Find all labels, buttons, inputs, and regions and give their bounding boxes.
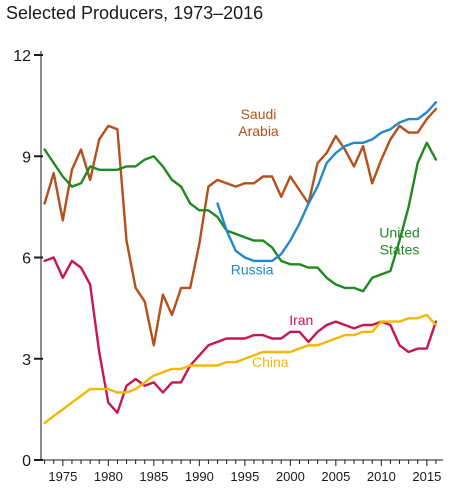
series-label-line: United	[379, 224, 419, 240]
series-label-china: China	[252, 354, 289, 370]
series-line-russia	[216, 101, 438, 263]
series-line-saudi	[43, 107, 438, 347]
series-label-us: United States	[379, 224, 419, 257]
series-label-line: States	[380, 241, 420, 257]
series-label-line: Russia	[231, 261, 274, 277]
series-line-iran	[43, 256, 438, 414]
chart-title: Selected Producers, 1973–2016	[6, 3, 264, 23]
x-tick-label: 1990	[185, 469, 214, 484]
series-label-saudi: Saudi Arabia	[238, 106, 279, 139]
series-label-line: Arabia	[238, 123, 279, 139]
y-tick-label: 12	[13, 48, 31, 65]
x-tick-label: 2015	[412, 469, 441, 484]
y-tick-label: 3	[22, 352, 31, 369]
x-tick-label: 2005	[321, 469, 350, 484]
x-tick-label: 2010	[367, 469, 396, 484]
x-tick-label: 1975	[48, 469, 77, 484]
y-tick-label: 0	[22, 453, 31, 470]
series-line-china	[43, 313, 438, 425]
x-tick-label: 2000	[276, 469, 305, 484]
y-tick-label: 6	[22, 251, 31, 268]
y-tick-label: 9	[22, 149, 31, 166]
series-label-line: China	[252, 354, 289, 370]
x-tick-label: 1995	[230, 469, 259, 484]
x-tick-label: 1985	[139, 469, 168, 484]
series-label-line: Iran	[289, 312, 313, 328]
series-label-russia: Russia	[231, 261, 274, 277]
series-label-line: Saudi	[241, 106, 277, 122]
series-label-iran: Iran	[289, 312, 313, 328]
x-tick-label: 1980	[94, 469, 123, 484]
series-line-us	[43, 141, 438, 293]
